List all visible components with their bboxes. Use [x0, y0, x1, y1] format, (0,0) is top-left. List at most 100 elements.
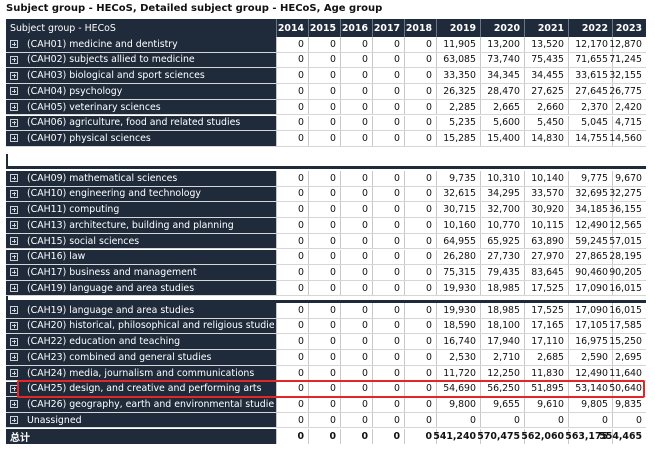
expand-plus-icon[interactable] — [10, 40, 18, 49]
expand-plus-icon[interactable] — [10, 416, 18, 425]
header-year[interactable]: 2015 — [308, 19, 340, 37]
table-row[interactable]: (CAH01) medicine and dentistry 0 0 0 0 0 11,90… — [6, 37, 646, 53]
expand-plus-icon[interactable] — [10, 87, 18, 96]
value-cell: 19,930 — [436, 280, 480, 296]
row-label[interactable]: Unassigned — [6, 412, 276, 428]
expand-plus-icon[interactable] — [10, 134, 18, 143]
expand-plus-icon[interactable] — [10, 321, 18, 330]
value-cell: 54,690 — [436, 381, 480, 396]
table-row[interactable]: (CAH23) combined and general studies 0 0 0 0… — [6, 350, 646, 366]
value-cell: 0 — [340, 37, 372, 52]
row-label[interactable]: (CAH11) computing — [6, 202, 276, 217]
row-label[interactable]: (CAH04) psychology — [6, 84, 276, 99]
row-label[interactable]: (CAH13) architecture, building and plann… — [6, 218, 276, 233]
table-row[interactable]: (CAH26) geography, earth and environment… — [6, 397, 646, 413]
value-cell: 13,520 — [524, 37, 568, 52]
header-year[interactable]: 2017 — [372, 19, 404, 37]
table-row[interactable]: (CAH10) engineering and technology 0 0 0 0 0 3… — [6, 186, 646, 203]
value-cell: 541,240 — [433, 428, 480, 445]
row-label[interactable]: (CAH10) engineering and technology — [6, 186, 276, 202]
expand-plus-icon[interactable] — [10, 118, 18, 127]
expand-plus-icon[interactable] — [10, 205, 18, 214]
expand-plus-icon[interactable] — [10, 337, 18, 346]
header-year[interactable]: 2023 — [612, 19, 646, 37]
row-label[interactable]: (CAH09) mathematical sciences — [6, 171, 276, 186]
table-row[interactable]: (CAH13) architecture, building and plann… — [6, 218, 646, 234]
row-label[interactable]: (CAH01) medicine and dentistry — [6, 37, 276, 52]
expand-plus-icon[interactable] — [10, 353, 18, 362]
header-subject-group[interactable]: Subject group - HECoS — [10, 22, 116, 34]
row-label[interactable]: (CAH17) business and management — [6, 265, 276, 280]
row-label[interactable]: (CAH02) subjects allied to medicine — [6, 52, 276, 68]
table-row[interactable]: (CAH22) education and teaching 0 0 0 0 0 16,74… — [6, 334, 646, 350]
table-row[interactable]: (CAH06) agriculture, food and related st… — [6, 115, 646, 131]
value-cell: 0 — [276, 428, 308, 445]
table-row[interactable]: (CAH04) psychology 0 0 0 0 0 26,325 28,470 27,62… — [6, 84, 646, 100]
table-row[interactable]: (CAH15) social sciences 0 0 0 0 0 64,955 65,925… — [6, 233, 646, 250]
table-row[interactable]: (CAH24) media, journalism and communicat… — [6, 365, 646, 382]
expand-plus-icon[interactable] — [10, 400, 18, 409]
expand-plus-icon[interactable] — [10, 237, 18, 246]
row-label[interactable]: (CAH15) social sciences — [6, 233, 276, 249]
row-label[interactable]: (CAH05) veterinary sciences — [6, 99, 276, 115]
expand-plus-icon[interactable] — [10, 252, 18, 261]
header-year[interactable]: 2019 — [436, 19, 480, 37]
table-row[interactable]: (CAH03) biological and sport sciences 0 0 0… — [6, 68, 646, 84]
table-row[interactable]: (CAH09) mathematical sciences 0 0 0 0 0 9,735 1… — [6, 171, 646, 187]
row-label[interactable]: (CAH16) law — [6, 249, 276, 264]
value-cell: 0 — [372, 381, 404, 396]
value-cell: 0 — [308, 350, 340, 365]
table-row[interactable]: (CAH19) language and area studies 0 0 0 0 0 19… — [6, 280, 646, 296]
header-year[interactable]: 2022 — [568, 19, 612, 37]
row-label[interactable]: (CAH24) media, journalism and communicat… — [6, 365, 276, 381]
row-label[interactable]: (CAH26) geography, earth and environment… — [6, 397, 276, 412]
row-label[interactable]: (CAH19) language and area studies — [6, 280, 276, 296]
row-label[interactable]: (CAH22) education and teaching — [6, 334, 276, 349]
expand-plus-icon[interactable] — [10, 284, 18, 293]
header-year[interactable]: 2016 — [340, 19, 372, 37]
value-cell: 0 — [340, 249, 372, 264]
table-row[interactable]: (CAH11) computing 0 0 0 0 0 30,715 32,700 30,920… — [6, 202, 646, 218]
value-cell: 2,530 — [436, 350, 480, 365]
table-row[interactable]: Unassigned 0 0 0 0 0 0 0 0 0 0 — [6, 412, 646, 429]
expand-plus-icon[interactable] — [10, 55, 18, 64]
value-cell: 0 — [404, 218, 436, 233]
value-cell: 12,490 — [568, 365, 612, 381]
row-label[interactable]: (CAH25) design, and creative and perform… — [6, 381, 276, 396]
header-year[interactable]: 2014 — [276, 19, 308, 37]
table-row[interactable]: (CAH16) law 0 0 0 0 0 26,280 27,730 27,970 27,865… — [6, 249, 646, 265]
row-label[interactable]: (CAH19) language and area studies — [6, 303, 276, 318]
table-row[interactable]: (CAH19) language and area studies 0 0 0 0 0 19… — [6, 303, 646, 319]
table-row[interactable]: (CAH02) subjects allied to medicine 0 0 0 0 0… — [6, 52, 646, 69]
expand-plus-icon[interactable] — [10, 384, 18, 393]
value-cell: 0 — [340, 68, 372, 83]
expand-plus-icon[interactable] — [10, 174, 18, 183]
row-label[interactable]: (CAH20) historical, philosophical and re… — [6, 318, 276, 334]
expand-plus-icon[interactable] — [10, 306, 18, 315]
value-cell: 0 — [404, 381, 436, 396]
row-label[interactable]: (CAH03) biological and sport sciences — [6, 68, 276, 83]
expand-plus-icon[interactable] — [10, 71, 18, 80]
header-year[interactable]: 2021 — [524, 19, 568, 37]
value-cell: 0 — [372, 115, 404, 130]
value-cell: 0 — [524, 412, 568, 428]
expand-plus-icon[interactable] — [10, 103, 18, 112]
total-label[interactable]: 总计 — [6, 428, 276, 445]
header-year[interactable]: 2020 — [480, 19, 524, 37]
row-label[interactable]: (CAH23) combined and general studies — [6, 350, 276, 365]
table-row[interactable]: (CAH25) design, and creative and perform… — [6, 381, 646, 397]
row-label[interactable]: (CAH07) physical sciences — [6, 131, 276, 146]
value-cell: 0 — [340, 350, 372, 365]
expand-plus-icon[interactable] — [10, 369, 18, 378]
expand-plus-icon[interactable] — [10, 221, 18, 230]
row-label-text: (CAH23) combined and general studies — [27, 351, 212, 363]
expand-plus-icon[interactable] — [10, 189, 18, 198]
table-row[interactable]: (CAH07) physical sciences 0 0 0 0 0 15,285 15,4… — [6, 131, 646, 147]
expand-plus-icon[interactable] — [10, 268, 18, 277]
table-row[interactable]: (CAH17) business and management 0 0 0 0 0 75,3… — [6, 265, 646, 281]
row-label[interactable]: (CAH06) agriculture, food and related st… — [6, 115, 276, 130]
header-year[interactable]: 2018 — [404, 19, 436, 37]
table-row[interactable]: (CAH05) veterinary sciences 0 0 0 0 0 2,285 2,6… — [6, 99, 646, 116]
table-row[interactable]: (CAH20) historical, philosophical and re… — [6, 318, 646, 335]
total-row[interactable]: 总计 0 0 0 0 0 541,240 570,475 562,060 563,175 554,4… — [6, 428, 646, 445]
